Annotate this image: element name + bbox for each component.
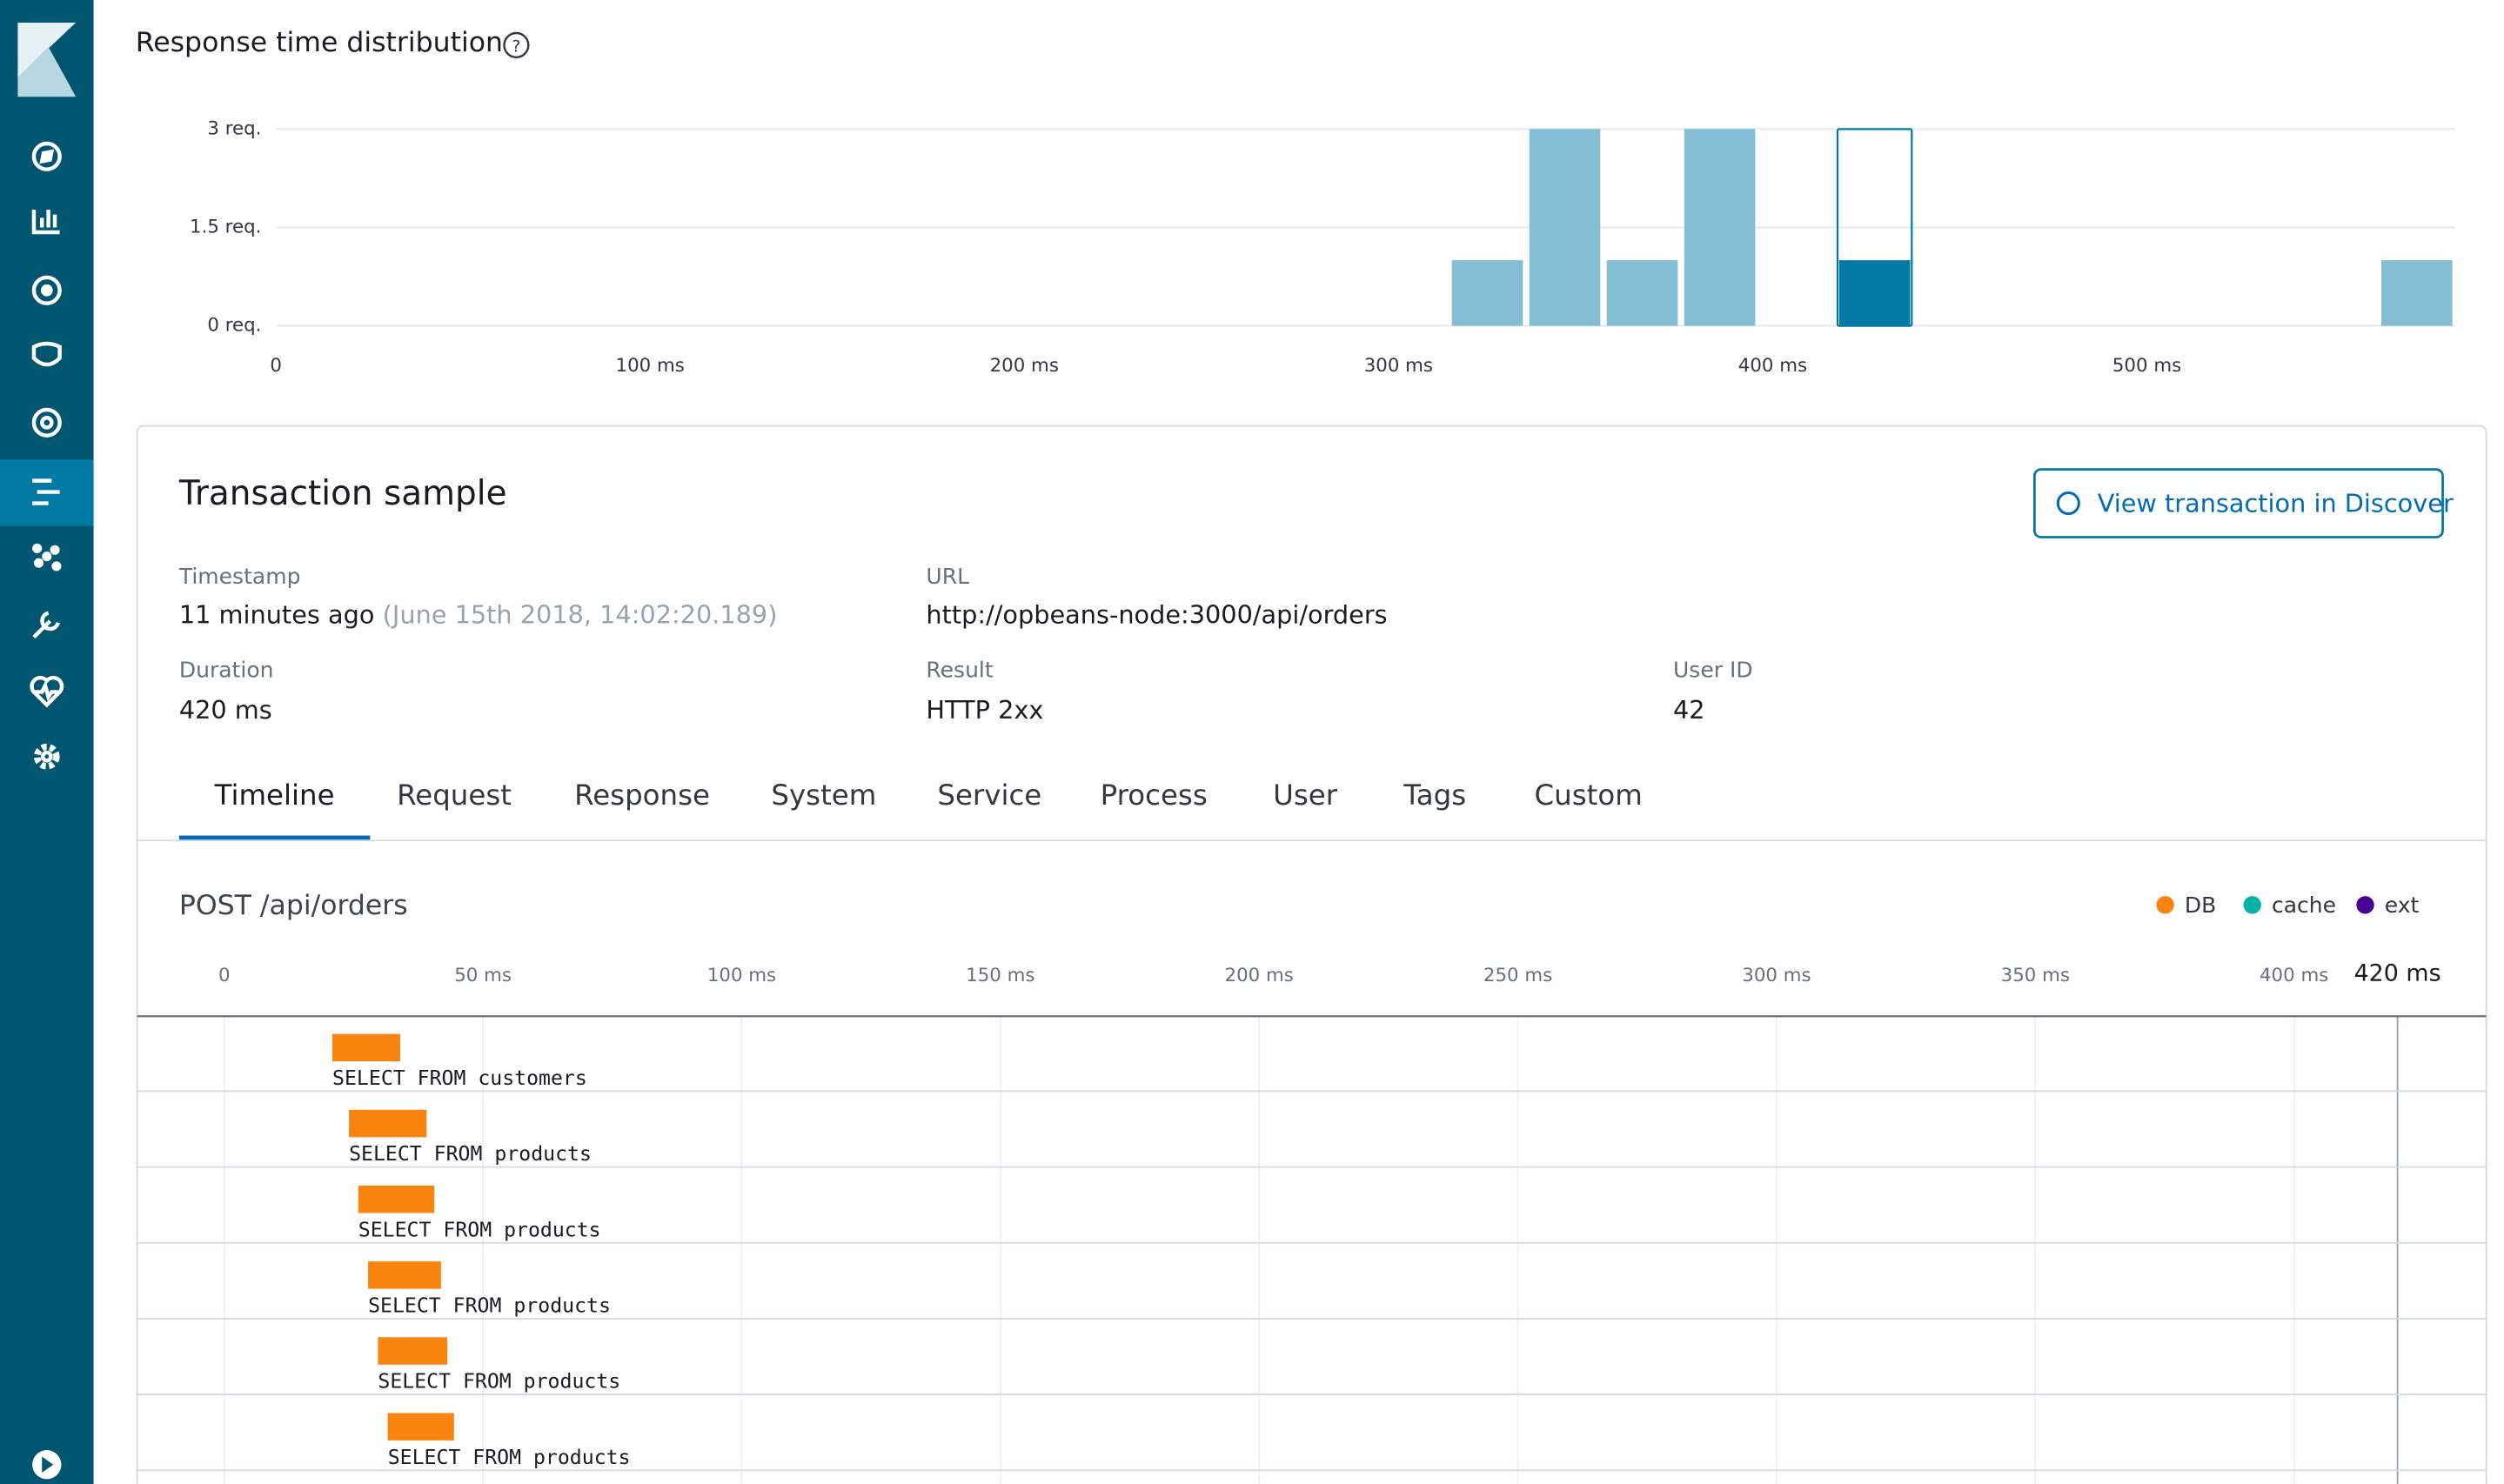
timestamp-absolute: (June 15th 2018, 14:02:20.189) bbox=[383, 599, 778, 629]
x-tick-label: 50 ms bbox=[454, 965, 512, 986]
tab[interactable]: Request bbox=[397, 779, 512, 812]
tab[interactable]: Process bbox=[1101, 779, 1208, 812]
x-tick-label: 150 ms bbox=[966, 965, 1034, 986]
timestamp-relative: 11 minutes ago bbox=[179, 599, 375, 629]
span-bar[interactable] bbox=[332, 1033, 400, 1062]
tab[interactable]: Custom bbox=[1535, 779, 1643, 812]
span-bar[interactable] bbox=[378, 1337, 448, 1365]
tab[interactable]: User bbox=[1273, 779, 1338, 812]
span-bar[interactable] bbox=[349, 1109, 427, 1138]
discover-button[interactable]: View transaction in Discover bbox=[2032, 468, 2454, 538]
legend-label: cache bbox=[2272, 892, 2336, 918]
field-labels: Timestamp URL Duration Result User ID bbox=[178, 564, 1753, 683]
field-value: http://opbeans-node:3000/api/orders bbox=[926, 599, 1387, 629]
transaction-card bbox=[136, 424, 2487, 1484]
x-tick-label: 400 ms bbox=[2260, 965, 2328, 986]
x-tick-label: 250 ms bbox=[1483, 965, 1552, 986]
span-label[interactable]: SELECT FROM products bbox=[388, 1446, 631, 1469]
button-frame[interactable] bbox=[2032, 468, 2444, 538]
timeline-title: POST /api/orders bbox=[179, 890, 408, 921]
tab[interactable]: Tags bbox=[1403, 779, 1466, 812]
nav-visualize[interactable] bbox=[31, 210, 60, 235]
nav-ml[interactable] bbox=[31, 407, 62, 438]
span-label[interactable]: SELECT FROM products bbox=[368, 1294, 611, 1318]
nav-apm[interactable] bbox=[32, 478, 60, 505]
bar[interactable] bbox=[2381, 260, 2453, 326]
sidebar bbox=[0, 0, 94, 1484]
y-tick-label: 3 req. bbox=[207, 117, 261, 139]
tab[interactable]: Service bbox=[937, 779, 1041, 812]
tab[interactable]: System bbox=[771, 779, 876, 812]
histogram-title: Response time distribution bbox=[136, 27, 503, 58]
legend-swatch bbox=[2243, 896, 2261, 914]
field-value: 42 bbox=[1673, 695, 1705, 725]
bar[interactable] bbox=[1529, 129, 1601, 326]
field-label: Timestamp bbox=[178, 564, 301, 589]
active-tab-underline bbox=[178, 835, 371, 841]
bar[interactable] bbox=[1684, 129, 1756, 326]
button-icon bbox=[2056, 491, 2080, 516]
tab[interactable]: Response bbox=[574, 779, 710, 812]
button-label[interactable]: View transaction in Discover bbox=[2098, 488, 2454, 518]
y-tick-label: 0 req. bbox=[207, 315, 261, 337]
field-label: URL bbox=[926, 564, 969, 589]
nav-graph[interactable] bbox=[32, 543, 62, 572]
legend-label: DB bbox=[2185, 892, 2216, 918]
nav-devtools[interactable] bbox=[32, 611, 60, 639]
tabs: Timeline Request Response System Service Proc… bbox=[178, 779, 1643, 841]
span-bar[interactable] bbox=[358, 1185, 435, 1213]
nav-timelion[interactable] bbox=[31, 341, 62, 367]
span-label[interactable]: SELECT FROM products bbox=[349, 1142, 592, 1166]
nav-dashboard[interactable] bbox=[31, 275, 62, 305]
x-tick-label: 300 ms bbox=[1742, 965, 1811, 986]
nav-discover[interactable] bbox=[31, 141, 62, 171]
span-bar[interactable] bbox=[387, 1413, 454, 1441]
y-tick-label: 1.5 req. bbox=[190, 216, 261, 237]
svg-text:?: ? bbox=[512, 37, 520, 56]
nav-monitoring[interactable] bbox=[30, 675, 64, 708]
nav-management[interactable] bbox=[33, 743, 60, 770]
end-marker-label: 420 ms bbox=[2354, 960, 2441, 987]
x-tick-label: 200 ms bbox=[1225, 965, 1294, 986]
field-value: HTTP 2xx bbox=[926, 695, 1043, 725]
timestamp-value: 11 minutes ago (June 15th 2018, 14:02:20.… bbox=[179, 599, 778, 629]
x-tick-label: 350 ms bbox=[2001, 965, 2070, 986]
legend-label: ext bbox=[2385, 892, 2420, 918]
help-icon[interactable]: ? bbox=[503, 31, 530, 59]
bar[interactable] bbox=[1451, 260, 1523, 326]
field-label: Duration bbox=[179, 657, 274, 682]
field-label: Result bbox=[926, 657, 993, 682]
x-tick-label: 400 ms bbox=[1738, 355, 1807, 377]
x-tick-label: 100 ms bbox=[616, 355, 685, 377]
field-value: 420 ms bbox=[179, 695, 272, 725]
field-label: User ID bbox=[1673, 657, 1753, 682]
tab[interactable]: Timeline bbox=[214, 779, 335, 812]
histogram: 0 req. 1.5 req. 3 req. 0 100 ms 200 ms 300 ms 4… bbox=[190, 117, 2456, 377]
x-tick-label: 100 ms bbox=[707, 965, 776, 986]
x-tick-label: 500 ms bbox=[2112, 355, 2181, 377]
span-label[interactable]: SELECT FROM products bbox=[358, 1218, 601, 1241]
timeline: POST /api/orders DB cache ext 0 50 ms 100 ms 15… bbox=[137, 890, 2487, 1484]
span-label[interactable]: SELECT FROM customers bbox=[332, 1066, 587, 1090]
span-bar[interactable] bbox=[368, 1261, 441, 1289]
x-tick-label: 0 bbox=[218, 965, 231, 986]
field-values: 11 minutes ago (June 15th 2018, 14:02:20.… bbox=[179, 599, 1705, 724]
legend-swatch bbox=[2156, 896, 2174, 914]
x-tick-label: 200 ms bbox=[990, 355, 1059, 377]
nav-icons bbox=[30, 141, 64, 1480]
x-tick-label: 300 ms bbox=[1364, 355, 1433, 377]
legend-swatch bbox=[2356, 896, 2374, 914]
nav-collapse[interactable] bbox=[32, 1450, 62, 1480]
bar[interactable] bbox=[1838, 260, 1911, 326]
x-tick-label: 0 bbox=[270, 355, 282, 377]
span-label[interactable]: SELECT FROM products bbox=[378, 1370, 620, 1394]
bar[interactable] bbox=[1606, 260, 1678, 326]
card-title: Transaction sample bbox=[178, 474, 507, 513]
